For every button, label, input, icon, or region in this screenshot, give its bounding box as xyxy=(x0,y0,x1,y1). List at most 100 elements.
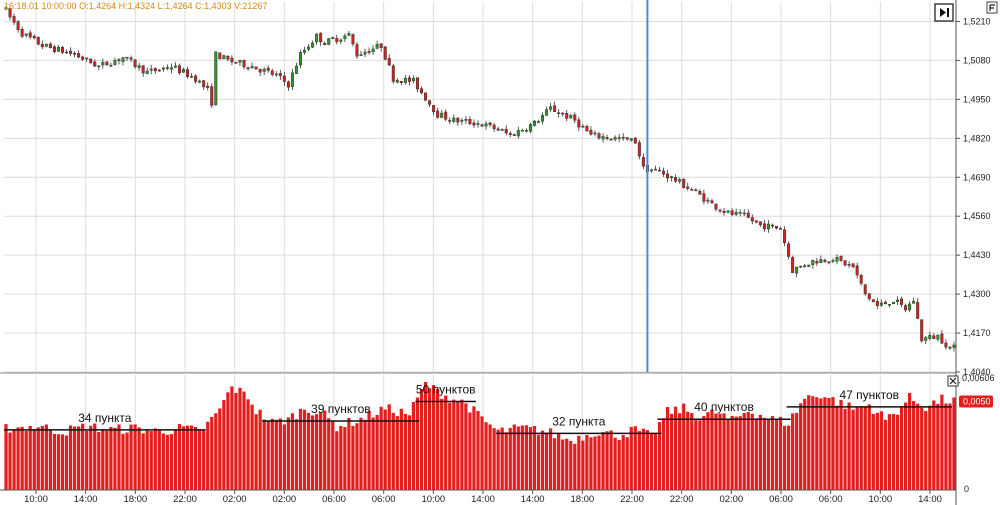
volume-bar xyxy=(859,406,863,490)
price-axis: 1,5210 1,5080 1,4950 1,4820 1,4690 1,4560 1,44… xyxy=(956,16,991,377)
volume-bar xyxy=(101,429,105,490)
candle-body xyxy=(819,259,823,263)
volume-bar xyxy=(924,411,928,490)
volume-bar xyxy=(799,403,803,490)
volume-bar xyxy=(936,403,940,490)
candle-body xyxy=(488,122,492,126)
candle-body xyxy=(202,80,206,88)
candle-body xyxy=(891,301,895,305)
volume-bar xyxy=(234,393,238,490)
volume-bar xyxy=(105,430,109,490)
volume-bar xyxy=(952,397,956,490)
candle-body xyxy=(347,33,351,36)
settings-corner-icon[interactable] xyxy=(986,1,998,14)
candle-body xyxy=(637,142,641,157)
candle-body xyxy=(621,137,625,139)
candle-body xyxy=(242,60,246,68)
volume-bar xyxy=(730,415,734,490)
candle-body xyxy=(686,186,690,189)
volume-bar xyxy=(657,422,662,490)
volume-bar xyxy=(597,435,601,490)
volume-bar xyxy=(903,402,908,490)
candle-body xyxy=(613,137,617,140)
candle-body xyxy=(448,120,452,122)
volume-bar xyxy=(367,410,371,490)
volume-bar xyxy=(807,395,811,490)
candle-body xyxy=(375,44,379,49)
volume-bar xyxy=(157,430,161,490)
candle-body xyxy=(940,333,944,344)
candle-body xyxy=(97,65,101,68)
volume-bar xyxy=(270,418,274,490)
volume-bar xyxy=(577,435,581,490)
volume-bar xyxy=(528,427,533,490)
volume-bar xyxy=(379,406,383,490)
candle-body xyxy=(16,21,20,31)
candle-body xyxy=(121,57,125,62)
candle-body xyxy=(581,126,585,128)
volume-bar xyxy=(617,439,621,490)
volume-bar xyxy=(210,417,214,490)
candle-body xyxy=(649,169,653,172)
volume-bar xyxy=(948,403,952,490)
volume-bar xyxy=(665,406,670,490)
candle-body xyxy=(226,55,230,60)
candle-body xyxy=(89,58,93,64)
time-tick-label: 18:00 xyxy=(570,494,594,505)
time-axis: 10:00 14:00 18:00 22:00 02:00 02:00 06:00 06:00… xyxy=(24,490,942,505)
candle-body xyxy=(262,68,266,72)
candle-body xyxy=(69,50,73,54)
candle-body xyxy=(617,137,621,139)
volume-bar xyxy=(246,399,250,490)
volume-bar xyxy=(871,413,875,490)
candle-body xyxy=(278,73,282,77)
candle-body xyxy=(504,129,508,134)
candle-body xyxy=(779,228,783,230)
candle-body xyxy=(843,260,847,266)
candle-body xyxy=(129,57,133,60)
candle-body xyxy=(383,46,387,60)
candle-body xyxy=(165,67,169,69)
candle-body xyxy=(424,92,428,101)
volume-range-label: 40 пунктов xyxy=(694,400,754,414)
candle-body xyxy=(246,67,250,69)
volume-bar xyxy=(472,406,476,490)
scroll-to-end-button[interactable] xyxy=(934,3,954,22)
volume-bar xyxy=(436,388,440,490)
time-tick-label: 22:00 xyxy=(173,494,197,505)
candle-body xyxy=(335,38,339,43)
volume-range-label: 32 пункта xyxy=(552,414,606,428)
candle-body xyxy=(238,60,242,63)
candle-body xyxy=(867,293,871,300)
candle-body xyxy=(307,46,311,50)
time-tick-label: 02:00 xyxy=(223,494,247,505)
candle-body xyxy=(835,256,839,262)
volume-bar xyxy=(928,405,932,490)
volume-bar xyxy=(678,413,682,490)
candle-body xyxy=(173,65,177,68)
volume-bar xyxy=(306,412,311,490)
volume-bar xyxy=(40,426,44,490)
ohlc-readout: 16:18.01 10:00:00 O:1,4264 H:1,4324 L:1,… xyxy=(4,1,267,11)
candle-body xyxy=(355,44,359,57)
volume-bar xyxy=(423,382,428,490)
volume-bar xyxy=(383,409,387,490)
volume-bar xyxy=(738,416,742,490)
volume-bar xyxy=(399,408,403,490)
volume-bar xyxy=(843,408,847,490)
volume-bar xyxy=(419,389,424,490)
volume-close-button[interactable] xyxy=(947,375,959,387)
candle-body xyxy=(528,124,532,132)
price-grid xyxy=(4,2,956,373)
candle-body xyxy=(585,126,589,132)
volume-bar xyxy=(512,424,516,490)
candle-body xyxy=(101,62,105,66)
volume-bar xyxy=(682,403,686,490)
volume-bar xyxy=(77,426,81,490)
candle-body xyxy=(633,137,637,144)
candle-body xyxy=(900,298,904,305)
candle-body xyxy=(52,46,56,52)
candle-body xyxy=(105,61,109,66)
volume-bar xyxy=(133,424,137,490)
candle-body xyxy=(799,265,803,268)
